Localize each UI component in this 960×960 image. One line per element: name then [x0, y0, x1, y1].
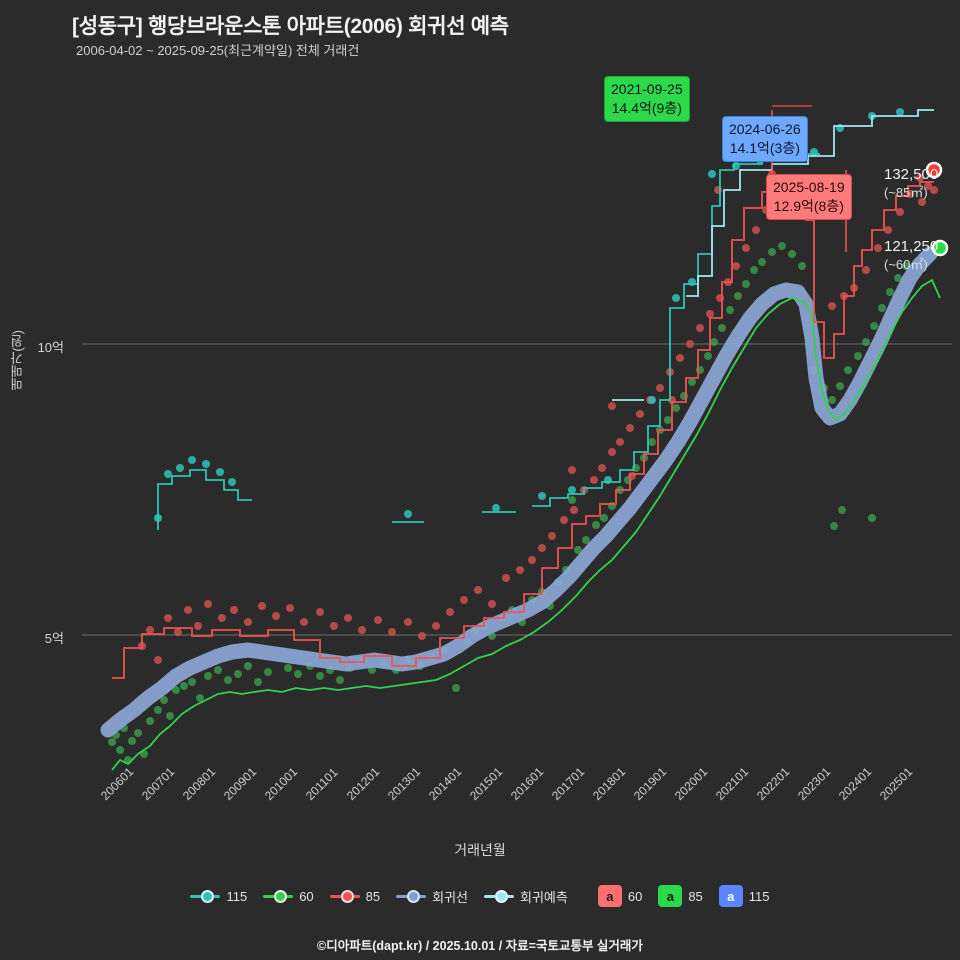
- plot-area: [72, 70, 952, 775]
- legend-item-regression[interactable]: 회귀선: [396, 887, 468, 906]
- callout-2025-08-19: 2025-08-19 12.9억(8층): [766, 174, 852, 220]
- legend-label-60: 60: [299, 888, 314, 904]
- series-60-line: [111, 278, 941, 771]
- legend-chip-group-85[interactable]: a 85: [658, 885, 703, 907]
- end-label-value: 121,250: [884, 238, 939, 255]
- legend-item-115[interactable]: 115: [190, 889, 247, 904]
- legend-label-115: 115: [226, 888, 248, 904]
- scatter-60: [108, 242, 910, 764]
- legend-swatch-85: [329, 889, 360, 903]
- scatter-115: [154, 108, 904, 522]
- legend-swatch-115: [190, 889, 221, 903]
- legend-label-regression: 회귀선: [432, 889, 469, 905]
- legend-swatch-60: [263, 889, 294, 903]
- callout-2021-09-25: 2021-09-25 14.4억(9층): [604, 76, 690, 122]
- chip-glyph-115[interactable]: a: [718, 885, 743, 907]
- end-marker-85: [925, 161, 943, 179]
- page-title: [성동구] 행당브라운스톤 아파트(2006) 회귀선 예측: [72, 15, 509, 38]
- x-axis-label: 거래년월: [454, 842, 506, 858]
- end-label-60: 121,250 (~60㎡): [884, 238, 938, 273]
- y-tick-10: 10억: [37, 340, 64, 355]
- end-marker-60: [931, 239, 949, 257]
- legend-swatch-regression: [396, 889, 427, 903]
- legend-chip-group-115[interactable]: a 115: [718, 885, 770, 907]
- callout-2024-06-26: 2024-06-26 14.1억(3층): [722, 116, 808, 162]
- chart-svg: [82, 105, 952, 771]
- callout-value: 12.9억(8층): [773, 197, 844, 214]
- series-115-line: [157, 469, 252, 530]
- regression-band: [100, 246, 938, 738]
- callout-value: 14.4억(9층): [611, 99, 682, 116]
- callout-date: 2025-08-19: [773, 179, 845, 195]
- y-tick-5: 5억: [44, 631, 64, 646]
- end-label-85: 132,500 (~85㎡): [884, 166, 938, 201]
- series-85-line: [112, 181, 934, 679]
- legend-item-forecast[interactable]: 회귀예측: [484, 887, 568, 906]
- chip-label-85: 85: [688, 888, 703, 904]
- end-label-sub: (~60㎡): [884, 256, 928, 272]
- chip-glyph-85[interactable]: a: [658, 885, 683, 907]
- callout-date: 2024-06-26: [729, 121, 801, 137]
- page-subtitle: 2006-04-02 ~ 2025-09-25(최근계약일) 전체 거래건: [76, 43, 360, 58]
- legend-item-85[interactable]: 85: [329, 888, 381, 904]
- callout-value: 14.1억(3층): [729, 139, 800, 156]
- chart-legend: 115 60 85 회귀선 회귀예측 a 60 a 85 a 115: [0, 885, 960, 907]
- legend-chip-group-60[interactable]: a 60: [597, 885, 643, 907]
- end-label-value: 132,500: [884, 166, 939, 183]
- end-label-sub: (~85㎡): [884, 184, 928, 200]
- series-115-seg-4: [532, 153, 820, 507]
- footer-credit: ©디아파트(dapt.kr) / 2025.10.01 / 자료=국토교통부 실…: [317, 939, 643, 953]
- callout-date: 2021-09-25: [611, 81, 683, 97]
- legend-swatch-forecast: [484, 889, 515, 903]
- legend-label-forecast: 회귀예측: [520, 889, 568, 905]
- legend-label-85: 85: [365, 888, 381, 904]
- chip-glyph-60[interactable]: a: [597, 885, 622, 907]
- chip-label-115: 115: [748, 888, 770, 904]
- chip-label-60: 60: [627, 888, 643, 904]
- scatter-85: [138, 170, 938, 664]
- legend-item-60[interactable]: 60: [263, 888, 314, 904]
